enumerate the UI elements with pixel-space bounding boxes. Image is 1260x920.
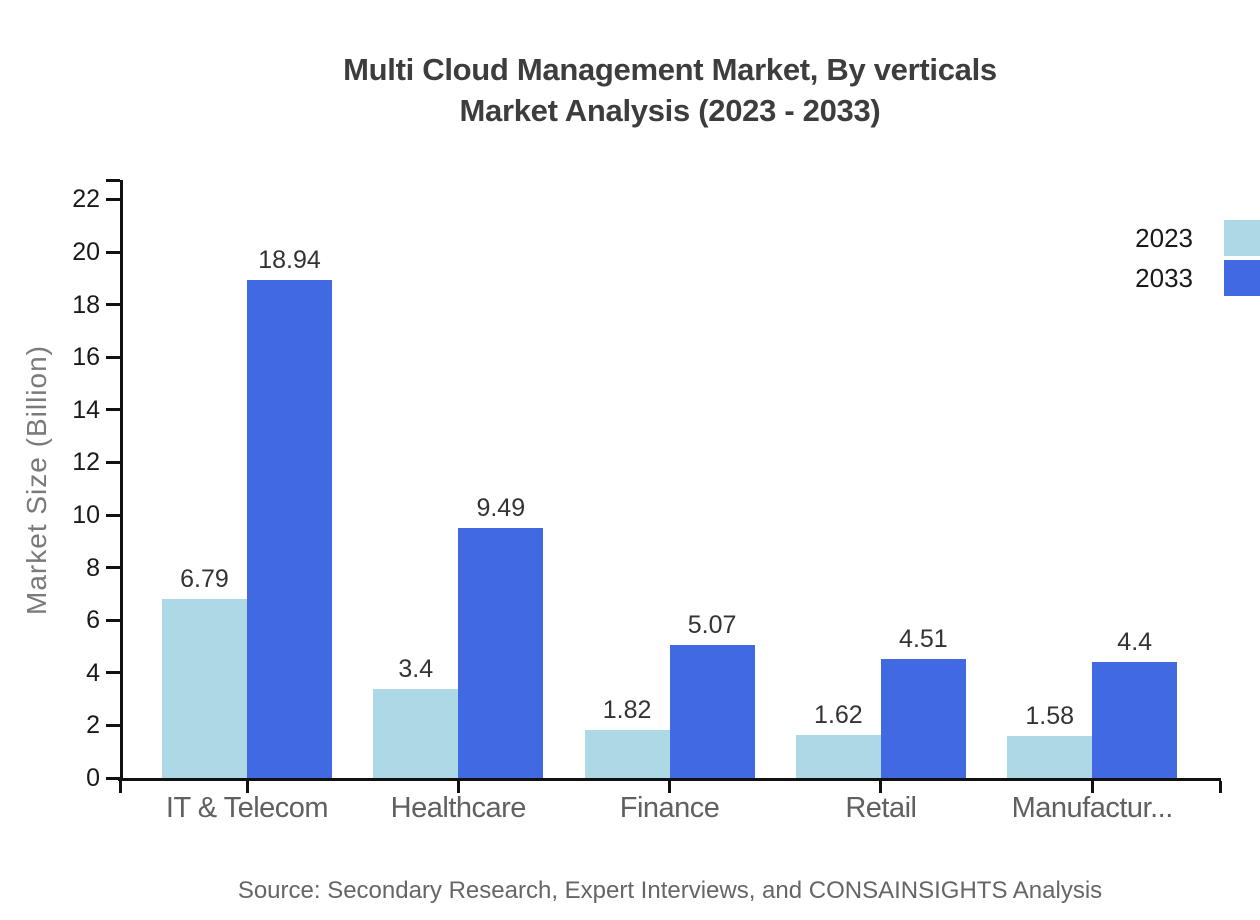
bar-2033[interactable] bbox=[458, 528, 544, 778]
x-tick bbox=[668, 781, 672, 793]
bar-value-label: 6.79 bbox=[180, 565, 229, 594]
bar-value-label: 4.51 bbox=[899, 625, 948, 654]
bar-2023[interactable] bbox=[795, 735, 881, 778]
x-tick bbox=[1218, 781, 1222, 793]
legend-item-2023[interactable]: 2023 bbox=[1040, 223, 1193, 253]
legend-label-2033: 2033 bbox=[1135, 263, 1193, 293]
chart-title-line2: Market Analysis (2023 - 2033) bbox=[459, 93, 881, 128]
y-axis-end-tick bbox=[106, 179, 120, 182]
y-tick-label: 6 bbox=[86, 606, 100, 635]
y-tick-label: 18 bbox=[72, 290, 100, 319]
bar-value-label: 1.58 bbox=[1025, 702, 1075, 731]
legend-label-2023: 2023 bbox=[1135, 223, 1193, 253]
y-tick-label: 22 bbox=[72, 185, 100, 214]
y-tick-label: 20 bbox=[72, 238, 100, 266]
y-tick bbox=[106, 618, 120, 622]
source-attribution: Source: Secondary Research, Expert Inter… bbox=[237, 877, 1103, 904]
legend-swatch-2033[interactable] bbox=[1224, 260, 1260, 296]
y-tick bbox=[106, 671, 120, 675]
bar-2033[interactable] bbox=[880, 659, 966, 778]
y-tick-label: 2 bbox=[86, 711, 100, 740]
bar-2023[interactable] bbox=[584, 730, 670, 778]
x-tick bbox=[456, 781, 460, 793]
x-tick bbox=[1090, 781, 1094, 793]
y-tick bbox=[106, 460, 120, 464]
category-label: IT & Telecom bbox=[165, 792, 329, 824]
category-label: Manufactur... bbox=[1011, 792, 1174, 824]
chart-title: Multi Cloud Management Market, By vertic… bbox=[80, 49, 1260, 131]
bar-2023[interactable] bbox=[1007, 736, 1093, 778]
bar-value-label: 3.4 bbox=[398, 654, 434, 683]
y-tick-label: 0 bbox=[86, 764, 100, 792]
y-tick-label: 10 bbox=[72, 501, 100, 529]
bar-2033[interactable] bbox=[669, 644, 755, 778]
x-tick bbox=[118, 781, 122, 793]
x-tick bbox=[245, 781, 249, 793]
bar-value-label: 1.62 bbox=[814, 701, 863, 730]
y-axis bbox=[120, 180, 123, 781]
bar-2023[interactable] bbox=[162, 599, 247, 778]
y-tick-label: 14 bbox=[72, 395, 100, 424]
category-label: Finance bbox=[619, 792, 720, 824]
x-axis bbox=[118, 778, 1221, 781]
bar-value-label: 5.07 bbox=[687, 610, 737, 639]
bar-2033[interactable] bbox=[247, 279, 332, 778]
category-label: Healthcare bbox=[390, 792, 527, 824]
x-tick bbox=[879, 781, 883, 793]
legend-item-2033[interactable]: 2033 bbox=[1040, 263, 1193, 293]
y-tick-label: 12 bbox=[72, 448, 100, 477]
legend-swatch-2023[interactable] bbox=[1224, 220, 1260, 256]
y-tick bbox=[106, 513, 120, 517]
y-tick bbox=[106, 723, 120, 727]
bar-2023[interactable] bbox=[373, 688, 459, 778]
category-label: Retail bbox=[845, 792, 917, 824]
y-tick bbox=[106, 250, 120, 254]
y-tick bbox=[106, 197, 120, 201]
y-tick bbox=[106, 303, 120, 307]
y-tick-label: 4 bbox=[86, 658, 100, 687]
y-tick-label: 8 bbox=[86, 553, 100, 582]
y-tick bbox=[106, 776, 120, 780]
y-tick bbox=[106, 408, 120, 412]
bar-2033[interactable] bbox=[1092, 662, 1178, 778]
y-tick bbox=[106, 355, 120, 359]
bar-value-label: 9.49 bbox=[476, 494, 526, 523]
y-tick-label: 16 bbox=[72, 343, 100, 372]
bar-value-label: 18.94 bbox=[258, 245, 321, 274]
bar-value-label: 4.4 bbox=[1117, 628, 1153, 657]
bar-value-label: 1.82 bbox=[602, 696, 652, 725]
y-tick bbox=[106, 566, 120, 570]
chart-title-line1: Multi Cloud Management Market, By vertic… bbox=[343, 52, 997, 87]
